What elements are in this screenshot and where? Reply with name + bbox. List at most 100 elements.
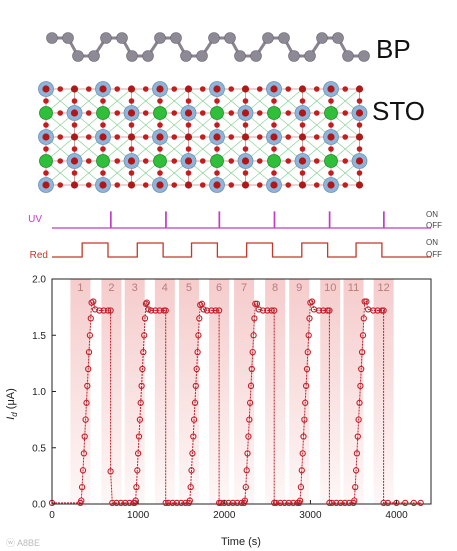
light-signal-timing-diagram: UV Red ON OFF ON OFF	[28, 210, 442, 261]
data-point	[190, 416, 198, 423]
data-point	[84, 382, 91, 390]
data-point	[156, 307, 163, 314]
data-point	[104, 307, 112, 314]
data-point	[113, 499, 120, 507]
uv-on-label: ON	[426, 210, 438, 219]
data-point	[358, 348, 366, 356]
photocurrent-chart: 1 2 3 4 5 6 7 8 9 10 11 12 0 1000 2000 3000 40000.00.51…	[5, 275, 432, 548]
period-number-label: 2	[108, 282, 114, 294]
data-point	[320, 307, 327, 314]
data-point	[191, 399, 199, 406]
data-point	[143, 299, 150, 306]
data-point	[147, 307, 155, 314]
data-point	[326, 499, 333, 507]
data-point	[188, 467, 195, 474]
x-tick-label: 3000	[299, 510, 322, 521]
data-point	[194, 348, 201, 356]
data-point	[326, 307, 333, 314]
watermark: ⓦ A8BE	[6, 538, 41, 548]
data-point	[79, 467, 87, 474]
data-point	[187, 483, 194, 491]
data-point	[402, 499, 409, 507]
data-point	[78, 497, 85, 504]
data-point	[200, 306, 207, 313]
period-number-label: 8	[272, 282, 278, 294]
data-point	[246, 399, 254, 406]
y-tick-label: 0.5	[32, 443, 46, 454]
period-band	[101, 279, 122, 504]
data-point	[300, 433, 307, 440]
period-number-label: 3	[132, 282, 138, 294]
data-point	[140, 348, 147, 356]
sto-layer-label: STO	[372, 96, 425, 126]
data-point	[139, 365, 146, 373]
data-point	[302, 399, 309, 406]
data-point	[384, 499, 392, 507]
data-point	[134, 467, 141, 474]
data-point	[297, 483, 305, 491]
data-point	[357, 382, 364, 390]
data-point	[136, 416, 144, 423]
period-number-label: 7	[241, 282, 247, 294]
y-tick-label: 1.5	[32, 331, 46, 342]
data-point	[351, 497, 358, 504]
data-point	[245, 433, 252, 440]
data-point	[302, 382, 310, 390]
y-tick-label: 0.0	[32, 500, 46, 511]
period-band	[124, 279, 145, 504]
data-point	[78, 483, 86, 491]
y-tick-label: 1.0	[32, 387, 46, 398]
period-band	[70, 279, 91, 504]
data-point	[134, 450, 142, 457]
data-point	[117, 499, 125, 507]
bp-atom-chain	[46, 32, 370, 62]
y-tick-label: 2.0	[32, 275, 46, 286]
data-point	[189, 450, 196, 457]
data-point	[91, 306, 99, 313]
period-band	[234, 279, 255, 504]
data-point	[363, 298, 370, 305]
data-point	[107, 307, 114, 314]
data-point	[100, 307, 107, 314]
data-point	[315, 307, 323, 314]
red-off-label: OFF	[426, 250, 442, 259]
data-point	[152, 307, 159, 314]
data-point	[358, 365, 365, 373]
data-point	[296, 497, 304, 504]
x-tick-label: 1000	[127, 510, 150, 521]
data-point	[217, 499, 224, 507]
data-point	[193, 365, 200, 373]
x-axis-title: Time (s)	[221, 536, 261, 548]
period-band	[178, 279, 199, 504]
data-point	[264, 307, 271, 314]
data-point	[359, 332, 367, 339]
period-number-label: 9	[296, 282, 302, 294]
data-point	[255, 306, 262, 313]
data-point	[80, 450, 88, 457]
data-point	[225, 499, 232, 507]
data-point	[107, 468, 114, 475]
data-point	[356, 399, 363, 406]
data-point	[374, 307, 381, 314]
sto-lattice	[38, 81, 368, 193]
data-point	[165, 499, 172, 507]
data-point	[198, 300, 206, 307]
data-point	[272, 499, 280, 507]
red-signal-label: Red	[30, 250, 48, 261]
uv-signal-trace	[52, 211, 431, 229]
data-point	[290, 499, 297, 507]
data-point	[86, 332, 94, 339]
data-point	[135, 433, 143, 440]
data-point	[248, 365, 255, 373]
data-point	[212, 307, 219, 314]
data-point	[253, 300, 261, 307]
data-point	[308, 298, 316, 305]
data-point	[169, 499, 176, 507]
data-point	[133, 483, 140, 491]
period-band	[289, 279, 310, 504]
uv-off-label: OFF	[426, 221, 442, 230]
period-number-label: 4	[162, 282, 168, 294]
period-number-label: 1	[77, 282, 83, 294]
y-axis-title: Id (μA)	[5, 388, 19, 420]
period-number-label: 11	[348, 282, 359, 294]
